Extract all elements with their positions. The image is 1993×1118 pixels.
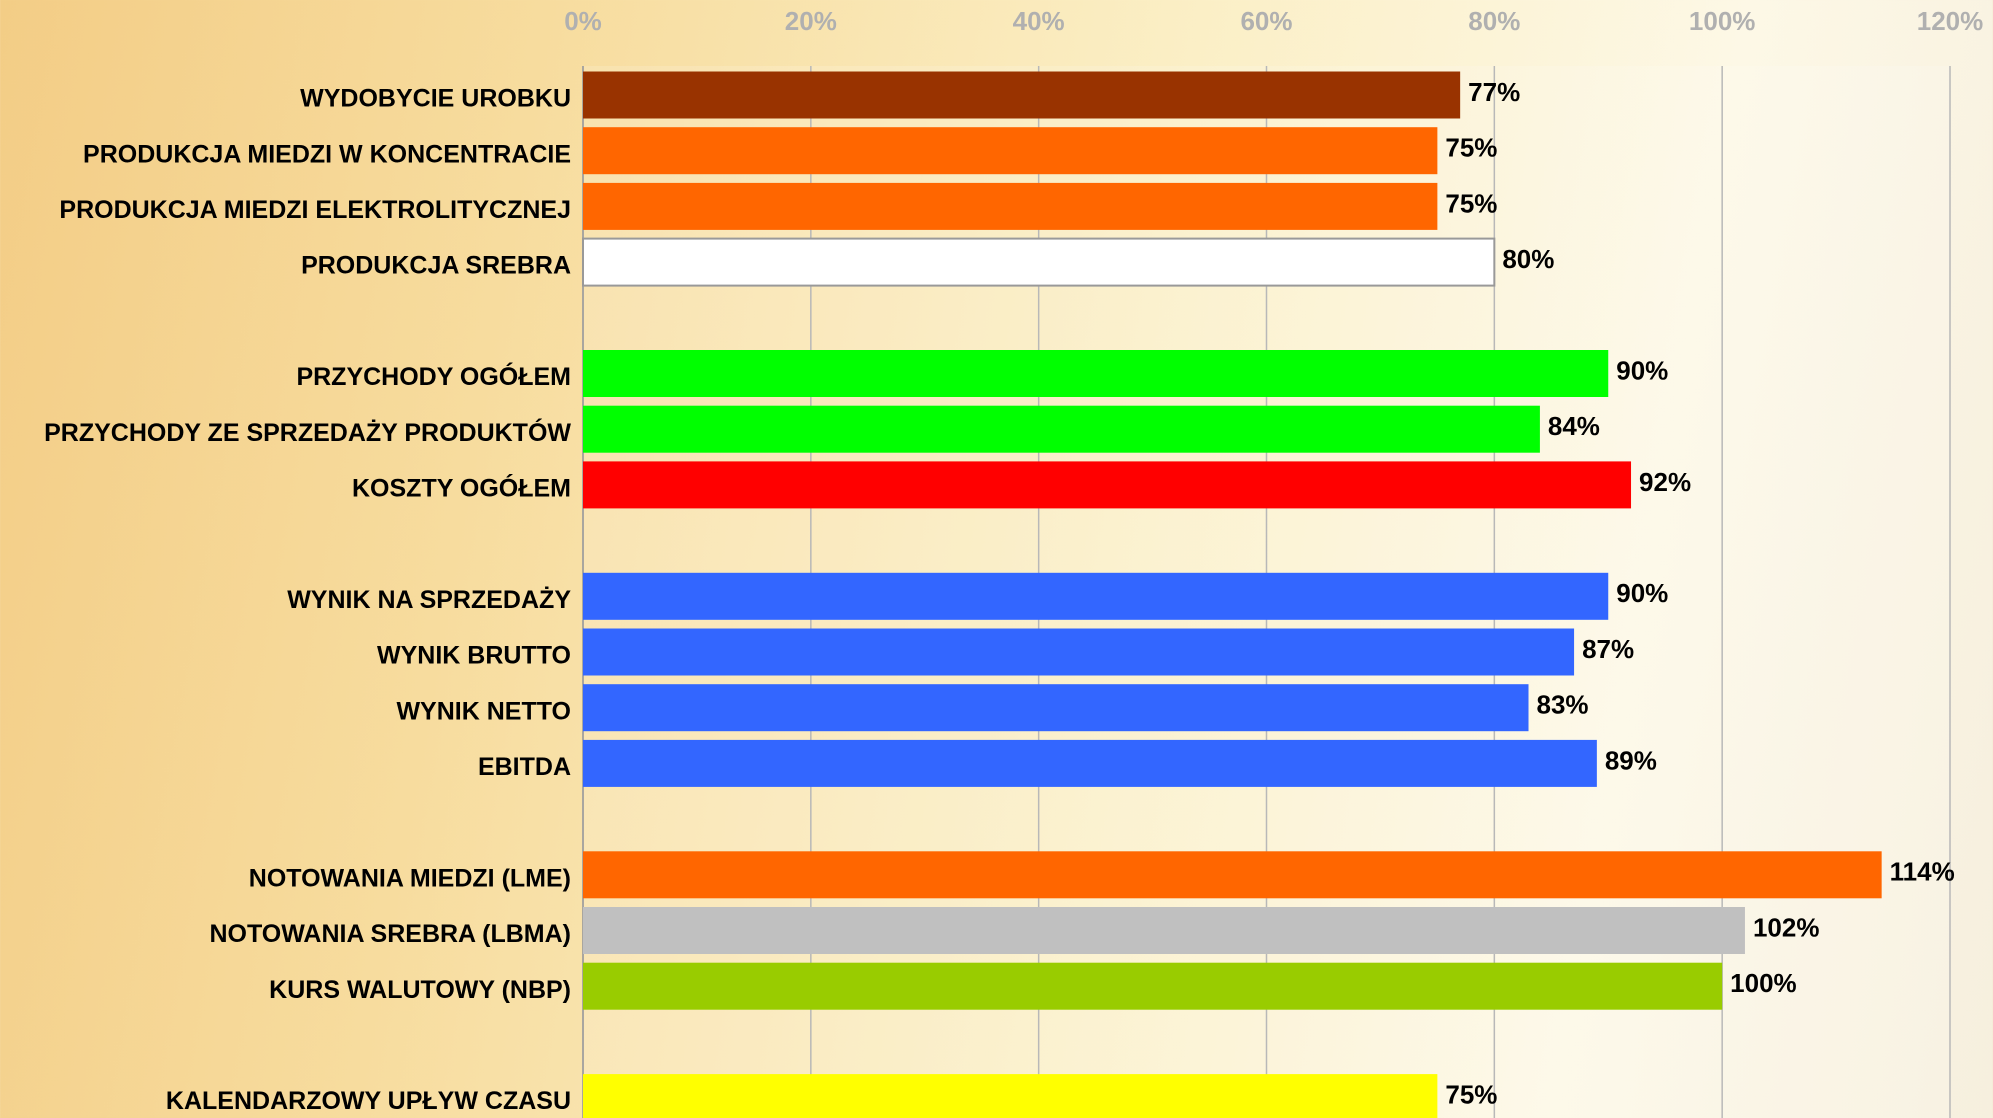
value-label: 75% [1445, 133, 1497, 163]
x-tick-label: 40% [1013, 6, 1065, 36]
bar [583, 572, 1609, 620]
value-label: 80% [1502, 244, 1554, 274]
y-tick-label: PRODUKCJA MIEDZI ELEKTROLITYCZNEJ [59, 196, 571, 224]
value-label: 87% [1582, 634, 1634, 664]
y-tick-label: WYDOBYCIE UROBKU [300, 85, 571, 113]
bar [583, 405, 1540, 453]
value-label: 90% [1616, 355, 1668, 385]
x-tick-label: 20% [785, 6, 837, 36]
y-tick-label: KURS WALUTOWY (NBP) [269, 976, 571, 1004]
bar [583, 1074, 1438, 1118]
value-label: 100% [1730, 968, 1797, 998]
bar [583, 182, 1438, 230]
value-label: 114% [1890, 857, 1955, 887]
bar [583, 71, 1461, 119]
bar [583, 739, 1597, 787]
bar [583, 127, 1438, 175]
bar [583, 851, 1882, 899]
value-label: 90% [1616, 578, 1668, 608]
y-tick-label: WYNIK BRUTTO [377, 642, 571, 670]
x-tick-label: 80% [1468, 6, 1520, 36]
x-tick-label: 100% [1689, 6, 1756, 36]
bar [583, 684, 1529, 732]
y-tick-label: PRZYCHODY ZE SPRZEDAŻY PRODUKTÓW [44, 417, 571, 447]
y-tick-label: PRODUKCJA MIEDZI W KONCENTRACIE [83, 140, 571, 168]
bar [583, 350, 1609, 397]
bar [583, 962, 1723, 1010]
bar [582, 237, 1496, 287]
y-tick-label: WYNIK NETTO [396, 697, 571, 725]
value-label: 77% [1468, 77, 1520, 107]
y-tick-label: PRZYCHODY OGÓŁEM [296, 361, 571, 391]
value-label: 92% [1639, 467, 1691, 497]
y-tick-label: EBITDA [478, 753, 571, 781]
value-label: 84% [1548, 411, 1600, 441]
bar [583, 628, 1575, 676]
y-tick-label: KALENDARZOWY UPŁYW CZASU [166, 1087, 571, 1115]
value-label: 102% [1753, 912, 1820, 942]
value-label: 75% [1445, 188, 1497, 218]
y-tick-label: KOSZTY OGÓŁEM [352, 473, 571, 503]
value-label: 75% [1445, 1079, 1497, 1109]
value-label: 83% [1537, 690, 1589, 720]
y-tick-label: NOTOWANIA SREBRA (LBMA) [209, 920, 571, 948]
x-tick-label: 120% [1917, 6, 1984, 36]
bar [583, 907, 1745, 954]
y-tick-label: PRODUKCJA SREBRA [301, 252, 571, 280]
x-tick-label: 60% [1240, 6, 1292, 36]
x-tick-label: 0% [564, 6, 602, 36]
bar [583, 461, 1632, 509]
y-tick-label: NOTOWANIA MIEDZI (LME) [249, 864, 571, 892]
y-tick-label: WYNIK NA SPRZEDAŻY [287, 586, 571, 614]
value-label: 89% [1605, 745, 1657, 775]
